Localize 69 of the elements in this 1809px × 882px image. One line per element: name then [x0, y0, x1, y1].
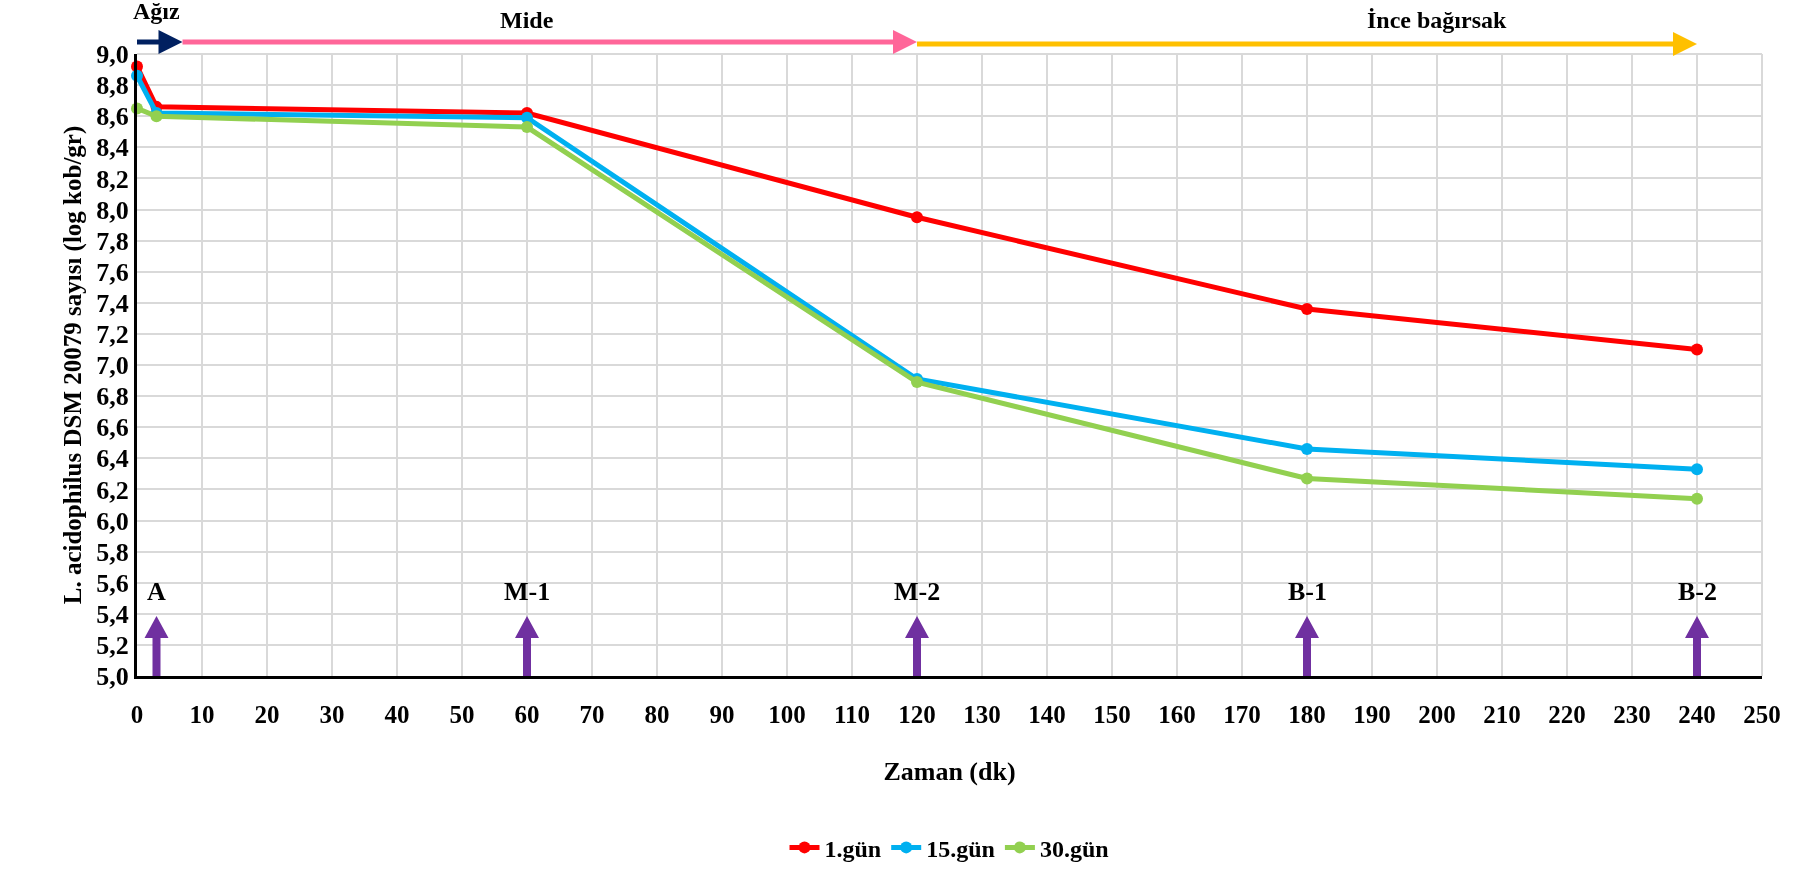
text: Ağız — [133, 0, 180, 24]
y-tick-label: 8,6 — [96, 102, 129, 132]
x-tick-label: 80 — [644, 701, 670, 728]
y-tick-label: 6,0 — [96, 506, 129, 536]
text: Mide — [500, 7, 554, 33]
point — [1691, 492, 1703, 505]
y-tick-label: 6,4 — [96, 444, 129, 474]
point — [1691, 463, 1703, 476]
y-tick-label: 7,0 — [96, 351, 129, 381]
y-tick-label: 5,8 — [96, 537, 129, 567]
x-tick-label: 200 — [1418, 701, 1456, 728]
y-tick-label: 7,6 — [96, 257, 129, 287]
x-tick-label: 180 — [1288, 701, 1326, 728]
x-tick-label: 170 — [1223, 701, 1261, 728]
x-tick-label: 130 — [963, 701, 1001, 728]
annotation: B-2 — [1678, 577, 1717, 606]
y-tick-label: 7,4 — [96, 288, 129, 318]
x-tick-label: 160 — [1158, 701, 1196, 728]
y-tick-label: 7,8 — [96, 226, 129, 256]
legend-label: 15.gün — [926, 835, 995, 862]
point — [911, 211, 923, 224]
annotation: A — [147, 577, 166, 606]
x-tick-label: 150 — [1093, 701, 1131, 728]
x-tick-label: 220 — [1548, 701, 1586, 728]
y-tick-label: 5,0 — [96, 662, 129, 692]
y-tick-label: 6,2 — [96, 475, 129, 505]
annotation: M-1 — [504, 577, 551, 606]
x-tick-label: 20 — [254, 701, 280, 728]
y-tick-label: 5,6 — [96, 568, 129, 598]
x-tick-label: 30 — [319, 701, 345, 728]
point — [1301, 442, 1313, 455]
x-tick-label: 210 — [1483, 701, 1521, 728]
x-tick-label: 110 — [833, 701, 871, 728]
x-tick-label: 0 — [130, 701, 144, 728]
x-tick-label: 240 — [1678, 701, 1716, 728]
x-tick-label: 90 — [709, 701, 735, 728]
x-tick-label: 50 — [449, 701, 475, 728]
legend-label: 1.gün — [824, 835, 882, 862]
x-tick-label: 230 — [1613, 701, 1651, 728]
y-tick-label: 6,8 — [96, 382, 129, 412]
x-tick-label: 190 — [1353, 701, 1391, 728]
text: İnce bağırsak — [1367, 7, 1507, 33]
annotation: M-2 — [894, 577, 941, 606]
y-tick-label: 8,0 — [96, 195, 129, 225]
y-tick-label: 8,2 — [96, 164, 129, 194]
y-tick-label: 6,6 — [96, 413, 129, 443]
y-axis-title: L. acidophilus DSM 20079 sayısı (log kob/gr) — [59, 125, 88, 605]
x-axis-title: Zaman (dk) — [883, 756, 1016, 786]
x-tick-label: 70 — [579, 701, 605, 728]
y-tick-label: 7,2 — [96, 320, 129, 349]
point — [1691, 343, 1703, 356]
point — [1301, 472, 1313, 485]
y-tick-label: 9,0 — [96, 40, 129, 70]
x-tick-label: 40 — [384, 701, 410, 728]
y-tick-label: 5,4 — [96, 599, 129, 629]
y-tick-label: 8,8 — [96, 71, 129, 101]
point — [911, 376, 923, 389]
legend-label: 30.gün — [1039, 835, 1109, 862]
x-tick-label: 10 — [189, 701, 215, 728]
point — [1301, 303, 1313, 316]
annotation: B-1 — [1288, 577, 1327, 606]
x-tick-label: 250 — [1743, 701, 1781, 728]
y-tick-label: 8,4 — [96, 133, 129, 163]
x-tick-label: 100 — [768, 701, 806, 728]
y-tick-label: 5,2 — [96, 631, 129, 660]
point — [521, 121, 533, 134]
x-tick-label: 60 — [514, 701, 540, 728]
x-tick-label: 140 — [1028, 701, 1066, 728]
x-tick-label: 120 — [898, 701, 936, 728]
